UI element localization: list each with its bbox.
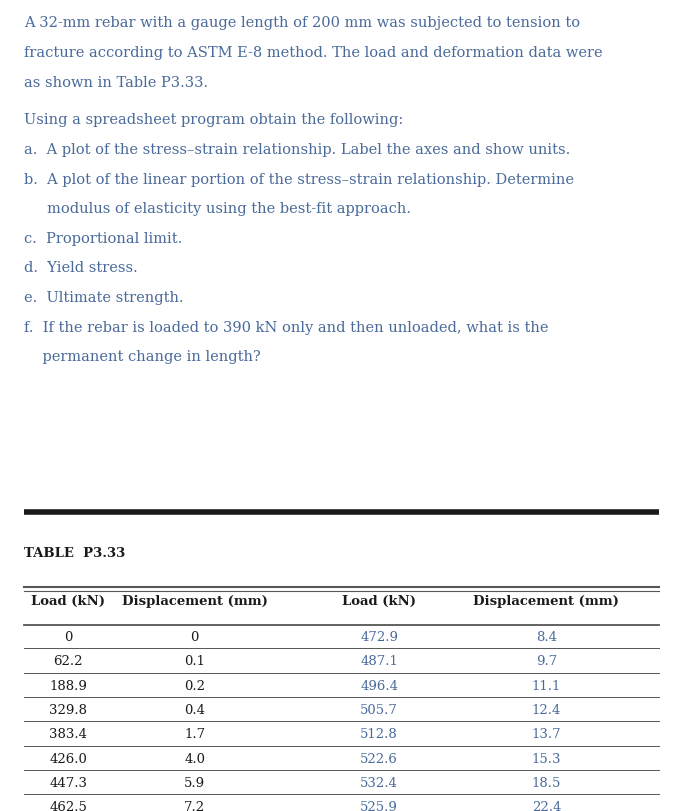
Text: 11.1: 11.1: [531, 679, 561, 692]
Text: 0.1: 0.1: [184, 654, 205, 667]
Text: 9.7: 9.7: [535, 654, 557, 667]
Text: 0: 0: [191, 630, 199, 643]
Text: 462.5: 462.5: [49, 800, 87, 811]
Text: A 32-mm rebar with a gauge length of 200 mm was subjected to tension to: A 32-mm rebar with a gauge length of 200…: [24, 16, 580, 30]
Text: modulus of elasticity using the best-fit approach.: modulus of elasticity using the best-fit…: [24, 202, 411, 216]
Text: permanent change in length?: permanent change in length?: [24, 350, 261, 364]
Text: 7.2: 7.2: [184, 800, 205, 811]
Text: 522.6: 522.6: [360, 752, 398, 765]
Text: 15.3: 15.3: [531, 752, 561, 765]
Text: 0: 0: [64, 630, 72, 643]
Text: 1.7: 1.7: [184, 727, 205, 740]
Text: 188.9: 188.9: [49, 679, 87, 692]
Text: 447.3: 447.3: [49, 776, 87, 789]
Text: Displacement (mm): Displacement (mm): [122, 594, 268, 607]
Text: c.  Proportional limit.: c. Proportional limit.: [24, 231, 182, 246]
Text: 512.8: 512.8: [360, 727, 398, 740]
Text: 5.9: 5.9: [184, 776, 205, 789]
Text: a.  A plot of the stress–strain relationship. Label the axes and show units.: a. A plot of the stress–strain relations…: [24, 143, 570, 157]
Text: 383.4: 383.4: [49, 727, 87, 740]
Text: Load (kN): Load (kN): [31, 594, 105, 607]
Text: 487.1: 487.1: [360, 654, 398, 667]
Text: 426.0: 426.0: [49, 752, 87, 765]
Text: fracture according to ASTM E-8 method. The load and deformation data were: fracture according to ASTM E-8 method. T…: [24, 45, 602, 60]
Text: 8.4: 8.4: [536, 630, 557, 643]
Text: d.  Yield stress.: d. Yield stress.: [24, 261, 138, 275]
Text: e.  Ultimate strength.: e. Ultimate strength.: [24, 290, 184, 305]
Text: b.  A plot of the linear portion of the stress–strain relationship. Determine: b. A plot of the linear portion of the s…: [24, 172, 574, 187]
Text: 472.9: 472.9: [360, 630, 398, 643]
Text: 532.4: 532.4: [360, 776, 398, 789]
Text: 13.7: 13.7: [531, 727, 561, 740]
Text: 22.4: 22.4: [531, 800, 561, 811]
Text: 505.7: 505.7: [360, 703, 398, 716]
Text: 0.4: 0.4: [184, 703, 205, 716]
Text: 329.8: 329.8: [49, 703, 87, 716]
Text: 62.2: 62.2: [53, 654, 83, 667]
Text: 525.9: 525.9: [360, 800, 398, 811]
Text: Using a spreadsheet program obtain the following:: Using a spreadsheet program obtain the f…: [24, 113, 403, 127]
Text: 18.5: 18.5: [531, 776, 561, 789]
Text: as shown in Table P3.33.: as shown in Table P3.33.: [24, 75, 208, 89]
Text: Displacement (mm): Displacement (mm): [473, 594, 619, 607]
Text: Load (kN): Load (kN): [342, 594, 416, 607]
Text: 496.4: 496.4: [360, 679, 398, 692]
Text: f.  If the rebar is loaded to 390 kN only and then unloaded, what is the: f. If the rebar is loaded to 390 kN only…: [24, 320, 548, 334]
Text: 0.2: 0.2: [184, 679, 205, 692]
Text: 4.0: 4.0: [184, 752, 205, 765]
Text: 12.4: 12.4: [531, 703, 561, 716]
Text: TABLE  P3.33: TABLE P3.33: [24, 547, 125, 560]
